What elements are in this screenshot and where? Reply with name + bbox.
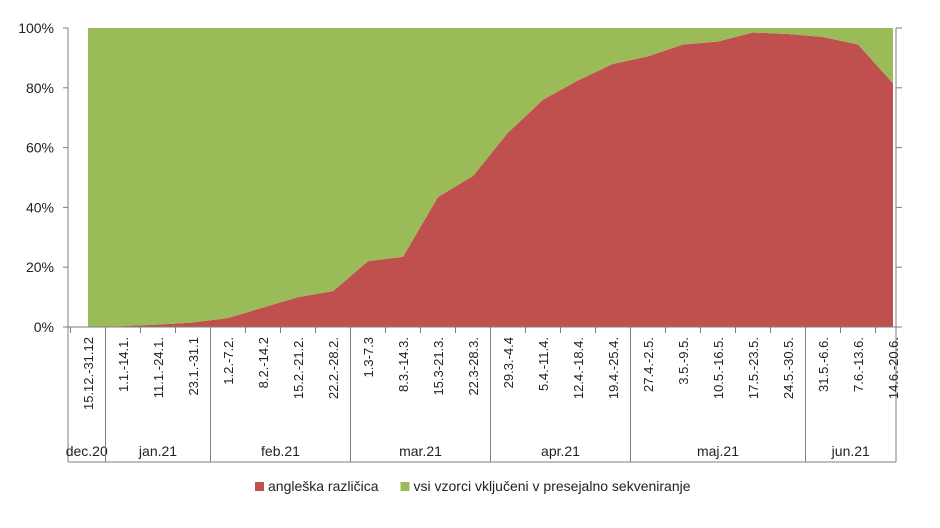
x-category-label: 15.2.-21.2. <box>291 337 306 399</box>
x-category-label: 7.6.-13.6. <box>851 337 866 392</box>
x-category-label: 1.2.-7.2. <box>221 337 236 385</box>
x-group-label: dec.20 <box>66 443 108 459</box>
y-tick-label: 80% <box>26 80 54 96</box>
x-category-label: 15.3-21.3. <box>431 337 446 396</box>
legend: angleška različica vsi vzorci vključeni v… <box>255 478 691 494</box>
x-group-labels: dec.20 jan.21 feb.21 mar.21 apr.21 maj.21 jun.… <box>66 327 870 462</box>
area-series-1 <box>88 32 893 328</box>
x-category-label: 15.12.-31.12 <box>81 337 96 410</box>
x-category-label: 5.4.-11.4. <box>536 337 551 391</box>
y-tick-label: 100% <box>18 20 54 36</box>
legend-label-1: angleška različica <box>268 478 379 494</box>
x-category-label: 22.3-28.3. <box>466 337 481 396</box>
x-category-label: 8.3.-14.3. <box>396 337 411 392</box>
x-category-label: 27.4.-2.5. <box>641 337 656 392</box>
x-group-label: jan.21 <box>138 443 177 459</box>
x-category-labels: 15.12.-31.12 1.1.-14.1. 11.1.-24.1. 23.1.-3… <box>81 337 901 410</box>
x-category-label: 29.3.-4.4 <box>501 337 516 388</box>
legend-label-2: vsi vzorci vključeni v presejalno sekven… <box>414 478 691 494</box>
y-tick-label: 60% <box>26 140 54 156</box>
x-category-label: 19.4.-25.4. <box>606 337 621 399</box>
y-tick-label: 40% <box>26 199 54 215</box>
x-category-label: 23.1.-31.1 <box>186 337 201 396</box>
area-series-2 <box>88 28 893 327</box>
x-group-label: feb.21 <box>261 443 300 459</box>
y-tick-label: 20% <box>26 259 54 275</box>
legend-swatch-2 <box>400 482 410 491</box>
x-category-label: 14.6.-20.6. <box>886 337 901 399</box>
x-category-label: 10.5.-16.5. <box>711 337 726 399</box>
x-category-label: 12.4.-18.4. <box>571 337 586 399</box>
x-category-label: 17.5.-23.5. <box>746 337 761 399</box>
area-layer <box>88 28 893 328</box>
x-category-label: 1.1.-14.1. <box>116 337 131 392</box>
x-category-label: 3.5.-9.5. <box>676 337 691 385</box>
legend-swatch-1 <box>255 482 264 491</box>
x-category-label: 11.1.-24.1. <box>151 337 166 398</box>
x-group-label: jun.21 <box>831 443 870 459</box>
x-group-label: apr.21 <box>541 443 580 459</box>
x-category-label: 1.3-7.3 <box>361 337 376 377</box>
x-category-label: 24.5.-30.5. <box>781 337 796 399</box>
y-tick-label: 0% <box>34 319 54 335</box>
x-category-label: 31.5.-6.6. <box>816 337 831 392</box>
x-group-label: mar.21 <box>399 443 442 459</box>
y-tick-labels: 0% 20% 40% 60% 80% 100% <box>18 20 902 335</box>
axes-layer <box>67 28 897 463</box>
x-category-label: 22.2.-28.2. <box>326 337 341 399</box>
x-group-label: maj.21 <box>697 443 739 459</box>
x-category-label: 8.2.-14.2 <box>256 337 271 388</box>
